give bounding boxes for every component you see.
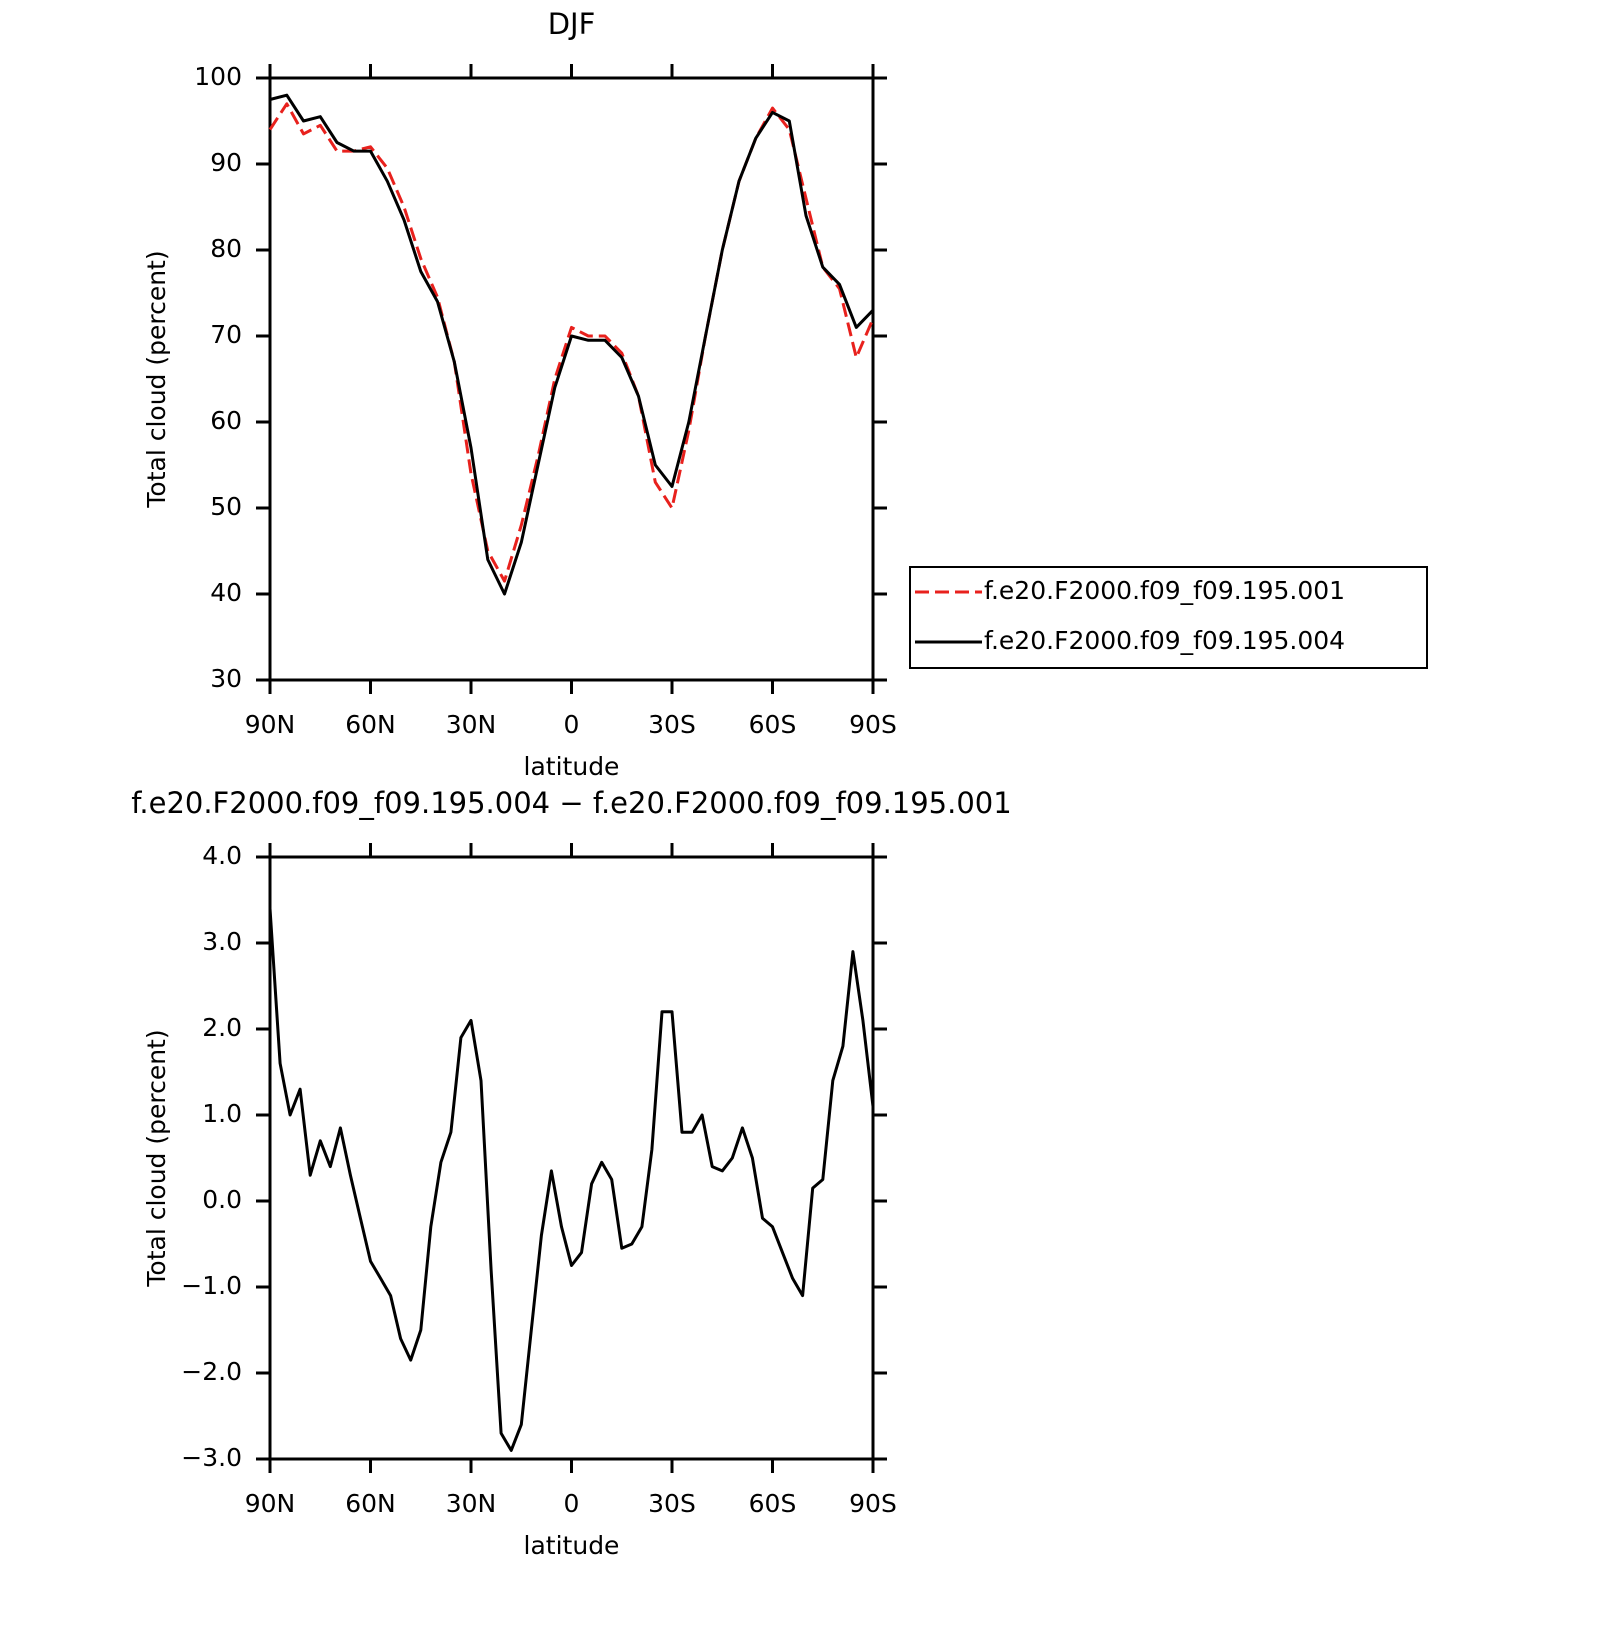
plot-frame — [268, 855, 875, 1461]
y-tick-label: 50 — [210, 492, 242, 521]
legend-label: f.e20.F2000.f09_f09.195.004 — [984, 626, 1345, 655]
chart-title: f.e20.F2000.f09_f09.195.004 − f.e20.F200… — [131, 786, 1011, 820]
chart-title: DJF — [548, 7, 596, 41]
x-tick-label: 60N — [345, 1489, 396, 1518]
y-tick-label: −3.0 — [181, 1443, 242, 1472]
plot-frame — [268, 76, 875, 682]
x-tick-label: 30S — [648, 1489, 696, 1518]
legend: f.e20.F2000.f09_f09.195.001 f.e20.F2000.f… — [909, 566, 1428, 669]
y-tick-label: 70 — [210, 320, 242, 349]
data-line — [269, 93, 875, 596]
x-tick-label: 60S — [749, 1489, 797, 1518]
x-tick-label: 30N — [446, 1489, 497, 1518]
y-tick-label: 2.0 — [202, 1013, 242, 1042]
y-tick-label: 1.0 — [202, 1099, 242, 1128]
y-tick-label: 80 — [210, 234, 242, 263]
x-tick-label: 90S — [849, 1489, 897, 1518]
x-tick-label: 30N — [446, 710, 497, 739]
legend-label: f.e20.F2000.f09_f09.195.001 — [984, 576, 1345, 605]
x-tick-label: 60N — [345, 710, 396, 739]
y-tick-label: 100 — [194, 62, 242, 91]
legend-box — [909, 566, 1428, 669]
y-tick-label: 3.0 — [202, 927, 242, 956]
data-line — [268, 908, 875, 1452]
data-line — [268, 102, 875, 583]
x-tick-label: 0 — [564, 1489, 580, 1518]
y-axis-label: Total cloud (percent) — [142, 250, 171, 508]
y-axis-label: Total cloud (percent) — [142, 1029, 171, 1287]
x-tick-label: 90S — [849, 710, 897, 739]
x-tick-label: 90N — [245, 1489, 296, 1518]
y-tick-label: 40 — [210, 578, 242, 607]
y-tick-label: 4.0 — [202, 841, 242, 870]
y-tick-label: 90 — [210, 148, 242, 177]
x-tick-label: 60S — [749, 710, 797, 739]
x-axis-label: latitude — [524, 1531, 620, 1560]
y-tick-label: 0.0 — [202, 1185, 242, 1214]
y-tick-label: −1.0 — [181, 1271, 242, 1300]
x-axis-label: latitude — [524, 752, 620, 781]
x-tick-label: 90N — [245, 710, 296, 739]
x-tick-label: 0 — [564, 710, 580, 739]
y-tick-label: 30 — [210, 664, 242, 693]
y-tick-label: 60 — [210, 406, 242, 435]
x-tick-label: 30S — [648, 710, 696, 739]
y-tick-label: −2.0 — [181, 1357, 242, 1386]
